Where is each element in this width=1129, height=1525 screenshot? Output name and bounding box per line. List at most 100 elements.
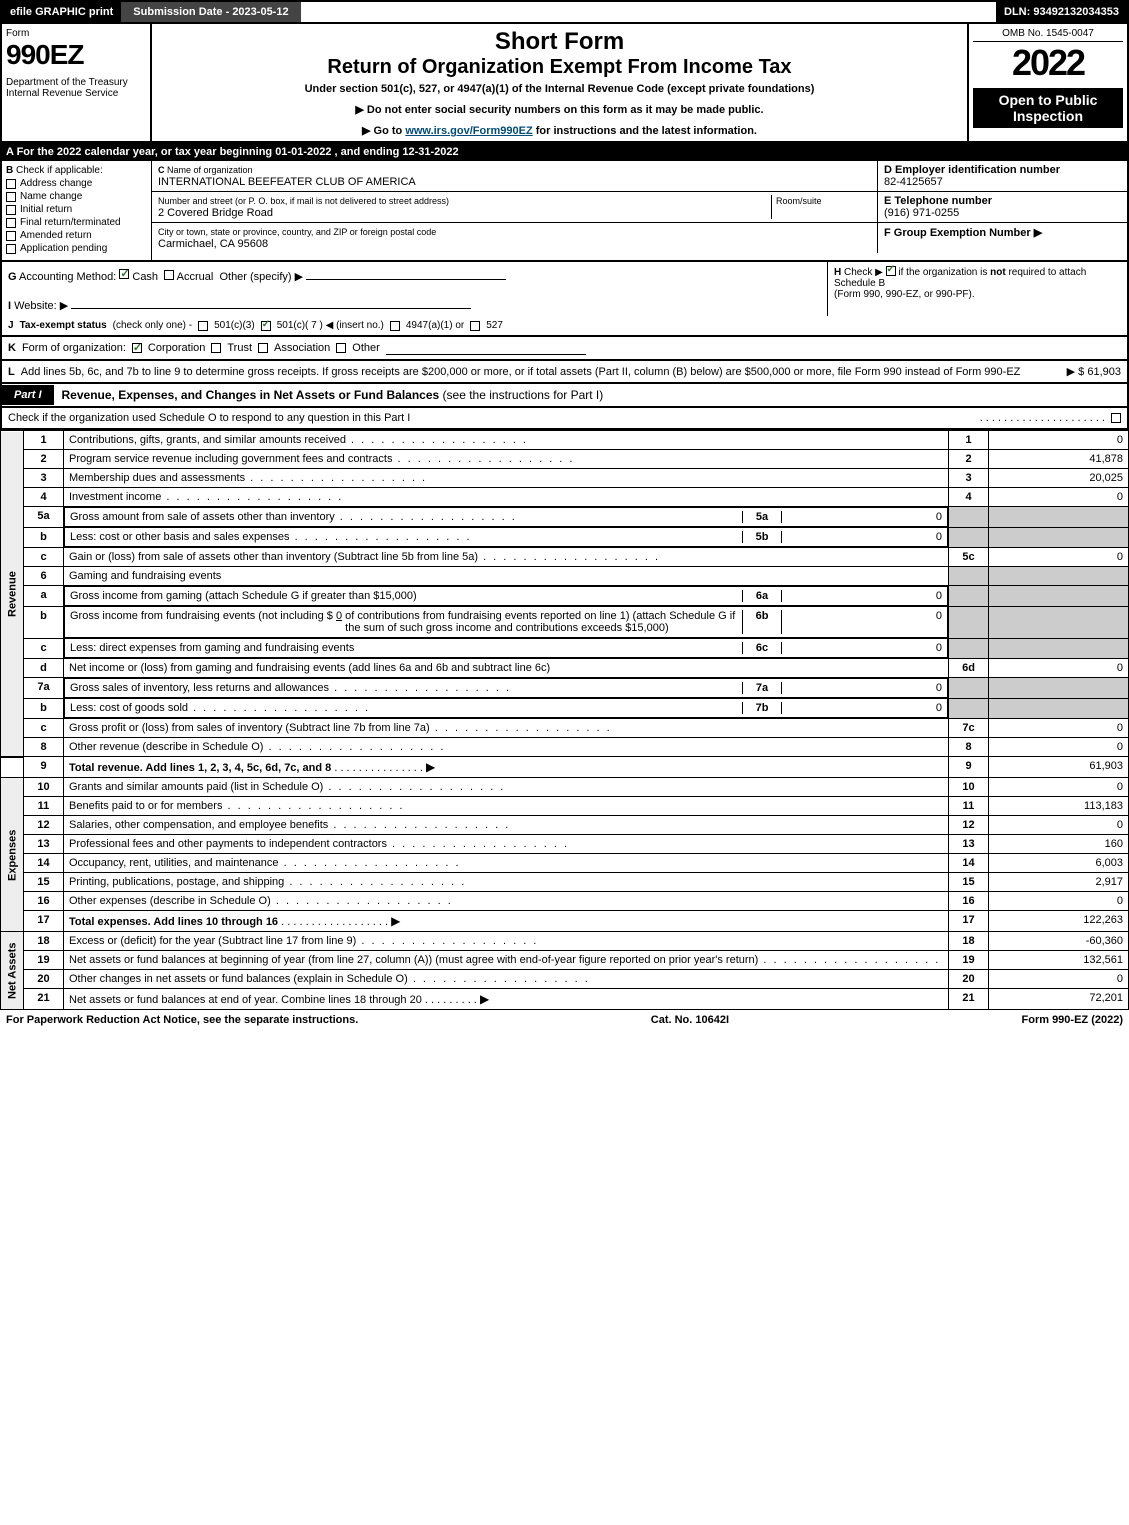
checkbox-icon[interactable] bbox=[6, 192, 16, 202]
cb-527[interactable] bbox=[470, 321, 480, 331]
irs-link[interactable]: www.irs.gov/Form990EZ bbox=[405, 125, 532, 137]
l-amount: ▶ $ 61,903 bbox=[1067, 365, 1121, 378]
table-row: 8 Other revenue (describe in Schedule O)… bbox=[1, 738, 1129, 757]
cb-schedule-o[interactable] bbox=[1111, 413, 1121, 423]
line-desc: Total revenue. Add lines 1, 2, 3, 4, 5c,… bbox=[64, 757, 949, 778]
cb-h-check[interactable] bbox=[886, 266, 896, 276]
line-desc: Gross profit or (loss) from sales of inv… bbox=[64, 719, 949, 738]
checkbox-icon[interactable] bbox=[6, 218, 16, 228]
line-num: 17 bbox=[24, 911, 64, 932]
table-row: 6 Gaming and fundraising events bbox=[1, 567, 1129, 586]
line-num: b bbox=[24, 606, 64, 638]
website-input[interactable] bbox=[71, 295, 471, 309]
cb-other[interactable] bbox=[336, 343, 346, 353]
line-num: c bbox=[24, 638, 64, 659]
row-g: G Accounting Method: Cash Accrual Other … bbox=[2, 262, 827, 316]
cb-final-return[interactable]: Final return/terminated bbox=[6, 217, 147, 228]
line-ref: 4 bbox=[949, 488, 989, 507]
row-h: H Check ▶ if the organization is not req… bbox=[827, 262, 1127, 316]
checkbox-icon[interactable] bbox=[6, 179, 16, 189]
line-amount: 0 bbox=[989, 488, 1129, 507]
line-amount: 0 bbox=[989, 970, 1129, 989]
checkbox-icon[interactable] bbox=[6, 244, 16, 254]
line-num: 13 bbox=[24, 835, 64, 854]
h-text2: if the organization is bbox=[898, 267, 990, 278]
line-desc: Contributions, gifts, grants, and simila… bbox=[64, 431, 949, 450]
line-ref: 13 bbox=[949, 835, 989, 854]
main-title: Return of Organization Exempt From Incom… bbox=[160, 56, 959, 79]
notice-goto: ▶ Go to www.irs.gov/Form990EZ for instru… bbox=[160, 124, 959, 137]
cb-501c[interactable] bbox=[261, 321, 271, 331]
table-row: 17Total expenses. Add lines 10 through 1… bbox=[1, 911, 1129, 932]
contrib-amount: 0 bbox=[336, 610, 342, 634]
opt-corp: Corporation bbox=[148, 342, 205, 354]
cb-4947[interactable] bbox=[390, 321, 400, 331]
line-num: 12 bbox=[24, 816, 64, 835]
header-center: Short Form Return of Organization Exempt… bbox=[152, 24, 967, 141]
line-desc: Program service revenue including govern… bbox=[64, 450, 949, 469]
row-l: L Add lines 5b, 6c, and 7b to line 9 to … bbox=[0, 361, 1129, 384]
sub-value: 0 bbox=[782, 511, 942, 523]
cb-label: Application pending bbox=[20, 243, 107, 254]
line-num: 3 bbox=[24, 469, 64, 488]
row-g-h: G Accounting Method: Cash Accrual Other … bbox=[0, 262, 1129, 316]
cb-label: Amended return bbox=[20, 230, 92, 241]
cb-accrual[interactable] bbox=[164, 270, 174, 280]
line-amount: 0 bbox=[989, 659, 1129, 678]
arrow-icon: ▶ bbox=[480, 992, 489, 1006]
line-desc: Benefits paid to or for members bbox=[64, 797, 949, 816]
line-amount: -60,360 bbox=[989, 932, 1129, 951]
desc-text: Gross income from gaming (attach Schedul… bbox=[70, 590, 742, 602]
efile-print-label[interactable]: efile GRAPHIC print bbox=[2, 2, 121, 22]
cb-cash[interactable] bbox=[119, 269, 129, 279]
sub-ref: 5a bbox=[742, 511, 782, 523]
line-amount-shaded bbox=[989, 527, 1129, 548]
cb-501c3[interactable] bbox=[198, 321, 208, 331]
cb-initial-return[interactable]: Initial return bbox=[6, 204, 147, 215]
other-input[interactable] bbox=[306, 266, 506, 280]
cb-pending[interactable]: Application pending bbox=[6, 243, 147, 254]
other-org-input[interactable] bbox=[386, 341, 586, 355]
c-label: C bbox=[158, 165, 165, 175]
line-desc: Less: cost of goods sold7b0 bbox=[64, 698, 948, 718]
part1-table: Revenue 1 Contributions, gifts, grants, … bbox=[0, 430, 1129, 1010]
line-ref-shaded bbox=[949, 606, 989, 638]
city-value: Carmichael, CA 95608 bbox=[158, 238, 268, 250]
table-row: c Gross profit or (loss) from sales of i… bbox=[1, 719, 1129, 738]
footer-right-pre: Form bbox=[1022, 1014, 1053, 1026]
cb-amended[interactable]: Amended return bbox=[6, 230, 147, 241]
cb-assoc[interactable] bbox=[258, 343, 268, 353]
header-right: OMB No. 1545-0047 2022 Open to Public In… bbox=[967, 24, 1127, 141]
line-desc: Other changes in net assets or fund bala… bbox=[64, 970, 949, 989]
tax-year: 2022 bbox=[973, 42, 1123, 84]
b-label: B bbox=[6, 165, 13, 176]
cb-label: Name change bbox=[20, 191, 82, 202]
line-desc: Excess or (deficit) for the year (Subtra… bbox=[64, 932, 949, 951]
k-label: K bbox=[8, 342, 16, 354]
box-address: Number and street (or P. O. box, if mail… bbox=[152, 192, 1127, 223]
cb-address-change[interactable]: Address change bbox=[6, 178, 147, 189]
line-amount: 20,025 bbox=[989, 469, 1129, 488]
opt-4947: 4947(a)(1) or bbox=[406, 320, 464, 331]
line-ref: 9 bbox=[949, 757, 989, 778]
line-desc: Gross amount from sale of assets other t… bbox=[64, 507, 948, 527]
cb-corp[interactable] bbox=[132, 343, 142, 353]
desc-text: Less: cost or other basis and sales expe… bbox=[70, 531, 742, 543]
line-ref: 8 bbox=[949, 738, 989, 757]
line-num: 4 bbox=[24, 488, 64, 507]
topbar: efile GRAPHIC print Submission Date - 20… bbox=[0, 0, 1129, 24]
opt-501c3: 501(c)(3) bbox=[214, 320, 255, 331]
line-num: 2 bbox=[24, 450, 64, 469]
line-num: 11 bbox=[24, 797, 64, 816]
cb-trust[interactable] bbox=[211, 343, 221, 353]
line-amount: 6,003 bbox=[989, 854, 1129, 873]
cb-name-change[interactable]: Name change bbox=[6, 191, 147, 202]
line-desc: Net assets or fund balances at beginning… bbox=[64, 951, 949, 970]
footer-catno: Cat. No. 10642I bbox=[651, 1014, 729, 1026]
checkbox-icon[interactable] bbox=[6, 205, 16, 215]
checkbox-icon[interactable] bbox=[6, 231, 16, 241]
i-label: I bbox=[8, 300, 11, 312]
line-num: 7a bbox=[24, 678, 64, 699]
line-num: 14 bbox=[24, 854, 64, 873]
line-ref: 3 bbox=[949, 469, 989, 488]
